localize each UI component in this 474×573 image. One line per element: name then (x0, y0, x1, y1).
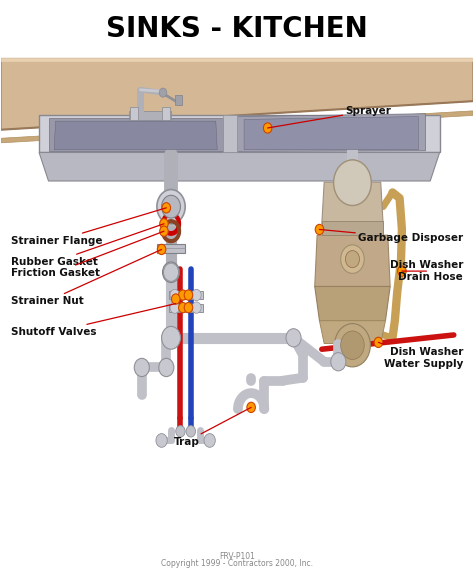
Circle shape (172, 294, 180, 304)
Bar (162, 108, 170, 120)
Circle shape (335, 324, 370, 367)
Circle shape (162, 327, 181, 349)
Polygon shape (322, 221, 383, 235)
Polygon shape (169, 291, 202, 299)
Polygon shape (169, 304, 202, 312)
Text: Shutoff Valves: Shutoff Valves (11, 304, 176, 337)
Circle shape (374, 337, 383, 347)
Polygon shape (315, 235, 390, 286)
Text: Strainer Nut: Strainer Nut (11, 249, 162, 307)
Text: Friction Gasket: Friction Gasket (11, 231, 164, 278)
Bar (128, 111, 171, 120)
Circle shape (247, 402, 255, 413)
Circle shape (179, 290, 187, 300)
Circle shape (184, 290, 193, 300)
Circle shape (157, 190, 185, 224)
Bar (129, 108, 138, 120)
Text: Sprayer: Sprayer (268, 106, 391, 128)
Circle shape (192, 302, 201, 313)
Circle shape (186, 426, 196, 437)
Circle shape (162, 195, 181, 218)
Polygon shape (319, 321, 385, 344)
Polygon shape (244, 116, 419, 150)
Polygon shape (237, 113, 426, 151)
Polygon shape (39, 152, 439, 181)
Circle shape (156, 434, 167, 448)
Circle shape (315, 225, 324, 234)
Text: SINKS - KITCHEN: SINKS - KITCHEN (106, 15, 368, 43)
Circle shape (179, 303, 187, 313)
Circle shape (170, 289, 180, 301)
Text: Dish Washer
Drain Hose: Dish Washer Drain Hose (390, 260, 463, 282)
Circle shape (159, 88, 167, 97)
Bar (223, 115, 237, 152)
Text: Copyright 1999 - Contractors 2000, Inc.: Copyright 1999 - Contractors 2000, Inc. (161, 559, 313, 568)
Bar (175, 95, 182, 105)
Circle shape (342, 160, 363, 185)
Circle shape (286, 329, 301, 347)
Circle shape (170, 302, 180, 313)
Text: Rubber Gasket: Rubber Gasket (11, 224, 164, 267)
Circle shape (341, 245, 364, 273)
Text: Trap: Trap (173, 407, 251, 446)
Circle shape (331, 352, 346, 371)
Polygon shape (39, 115, 439, 152)
Circle shape (164, 263, 179, 281)
Circle shape (160, 219, 168, 229)
Circle shape (204, 434, 215, 448)
Text: Strainer Flange: Strainer Flange (11, 208, 166, 246)
Polygon shape (54, 121, 217, 150)
Circle shape (160, 226, 168, 236)
Polygon shape (157, 244, 185, 253)
Circle shape (264, 123, 272, 133)
Circle shape (184, 303, 193, 313)
Polygon shape (1, 111, 473, 143)
Circle shape (398, 266, 406, 276)
Circle shape (159, 358, 174, 376)
Polygon shape (1, 58, 473, 129)
Circle shape (341, 331, 364, 359)
Polygon shape (48, 118, 223, 151)
Circle shape (157, 244, 166, 254)
Circle shape (162, 203, 171, 213)
Circle shape (334, 160, 371, 206)
Circle shape (192, 289, 201, 301)
Circle shape (134, 358, 149, 376)
Text: Dish Washer
Water Supply: Dish Washer Water Supply (378, 343, 463, 368)
Text: Garbage Disposer: Garbage Disposer (319, 229, 463, 243)
Polygon shape (315, 286, 390, 321)
Circle shape (176, 426, 185, 437)
Circle shape (163, 262, 180, 282)
Text: FRV-P101: FRV-P101 (219, 552, 255, 561)
Circle shape (346, 250, 359, 268)
Polygon shape (322, 182, 383, 224)
Polygon shape (1, 58, 473, 61)
